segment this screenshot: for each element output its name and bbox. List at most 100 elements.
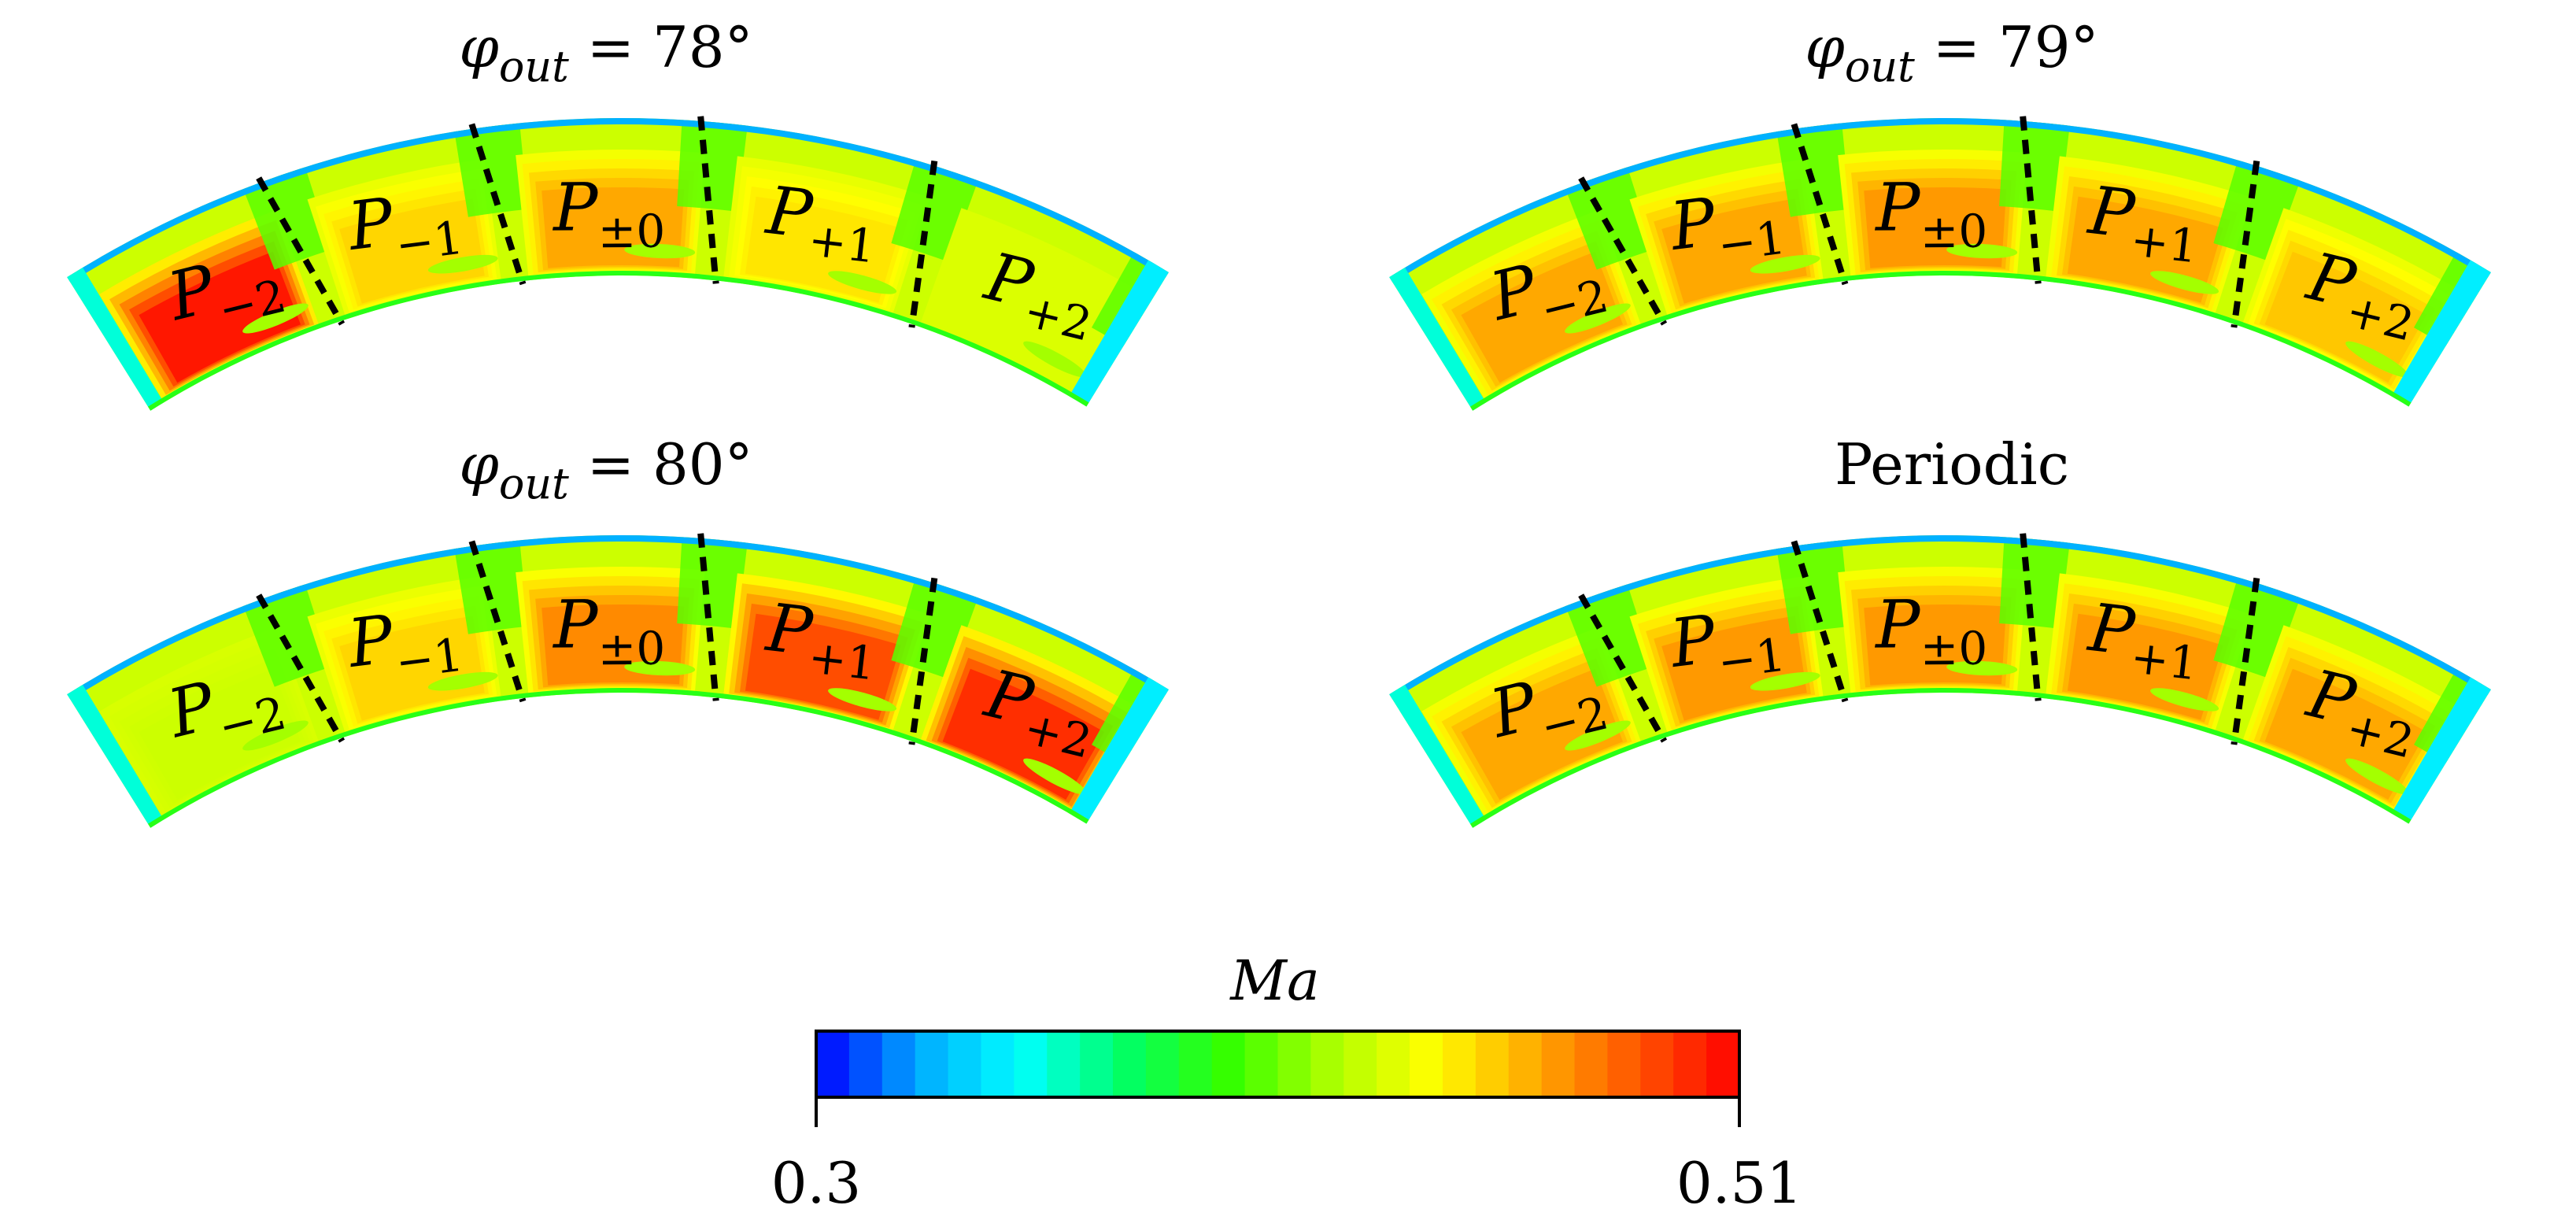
wake-streak — [2345, 758, 2408, 795]
wake-streak — [242, 303, 309, 334]
colorbar-swatch — [1574, 1031, 1609, 1097]
colorbar-swatch — [1541, 1031, 1576, 1097]
colorbar-swatch — [1607, 1031, 1641, 1097]
panel-title-value: = 80° — [569, 431, 753, 497]
panel-title-var: φ — [1805, 14, 1845, 80]
passage-label: P±0 — [1874, 586, 1988, 676]
passage-divider — [2020, 533, 2042, 701]
passage-label: P+1 — [760, 589, 883, 691]
passage-divider — [256, 176, 346, 326]
passage-divider — [1578, 593, 1668, 743]
passage-label-base: P — [342, 183, 399, 265]
contour-level — [942, 668, 1105, 800]
passage-label-base: P — [342, 600, 399, 682]
passage-label-base: P — [1874, 168, 1922, 246]
colorbar-swatch — [1145, 1031, 1180, 1097]
colorbar-swatches — [816, 1031, 1740, 1097]
colorbar-swatch — [1244, 1031, 1279, 1097]
outer-wall-layer — [1389, 535, 2491, 710]
passage-label: P−2 — [1481, 234, 1613, 348]
outer-wall-layer — [67, 118, 1169, 293]
wake-streak — [2345, 341, 2408, 378]
panel-title-sub: out — [499, 42, 569, 91]
panel-title: φout = 79° — [1805, 14, 2098, 91]
contour-level — [1461, 251, 1623, 383]
colorbar-swatch — [1211, 1031, 1246, 1097]
wake-streak — [1565, 720, 1631, 751]
passage-divider — [2230, 577, 2260, 745]
passage-label-sub: ±0 — [598, 622, 666, 676]
panel-title-var: φ — [459, 14, 499, 80]
passage-label-base: P — [552, 586, 600, 663]
passage-label: P±0 — [1874, 168, 1988, 259]
passage-label: P+1 — [760, 172, 883, 274]
passage-label: P−1 — [342, 592, 466, 695]
passage-divider — [697, 116, 719, 284]
contour-level — [1776, 538, 1850, 634]
wake-streak — [1750, 254, 1820, 274]
passage-label-sub: ±0 — [598, 205, 666, 259]
passage-divider — [1791, 123, 1849, 286]
colorbar-swatch — [1377, 1031, 1410, 1097]
wake-streak — [1946, 243, 2018, 259]
passage-divider — [256, 593, 346, 743]
passage-divider — [1791, 540, 1849, 703]
passage-label: P±0 — [552, 586, 666, 676]
colorbar-frame — [815, 1030, 1741, 1099]
panel-title-sub: out — [1845, 42, 1915, 91]
colorbar-swatch — [1047, 1031, 1081, 1097]
contour-level — [1661, 198, 1807, 304]
wake-streak — [2150, 271, 2219, 294]
contour-level — [242, 165, 332, 270]
contour-level — [339, 198, 485, 304]
passage-label-base: P — [552, 168, 600, 246]
passage-label-sub: +1 — [2128, 630, 2201, 690]
contour-level — [1999, 535, 2070, 629]
wake-streak — [828, 271, 897, 294]
colorbar-swatch — [1277, 1031, 1311, 1097]
colorbar-swatch — [1508, 1031, 1543, 1097]
contour-level — [1565, 582, 1654, 687]
wake-streak — [1565, 303, 1631, 334]
wake-streak — [427, 671, 498, 691]
passage-label: P−1 — [1665, 175, 1788, 278]
passage-label-sub: ±0 — [1920, 622, 1988, 676]
wake-streak — [828, 688, 897, 712]
passage-divider — [468, 123, 527, 286]
passage-label-sub: +1 — [806, 213, 879, 273]
passage-divider — [908, 577, 938, 745]
panel-title: φout = 80° — [459, 431, 752, 508]
colorbar-swatch — [915, 1031, 949, 1097]
colorbar-swatch — [1706, 1031, 1740, 1097]
outer-wall-layer — [1389, 118, 2491, 293]
colorbar-swatch — [1310, 1031, 1344, 1097]
contour-level — [139, 668, 301, 800]
colorbar-swatch — [1410, 1031, 1443, 1097]
outer-wall-layer — [67, 535, 1169, 710]
contour-field — [67, 535, 1169, 828]
passage-label-base: P — [1665, 183, 1721, 265]
colorbar-swatch — [816, 1031, 850, 1097]
contour-level — [242, 582, 332, 687]
passage-label: P+1 — [2083, 589, 2205, 691]
panel-title-var: φ — [459, 431, 499, 497]
passage-label-sub: +1 — [806, 630, 879, 690]
passage-label-base: P — [761, 589, 817, 671]
passage-divider — [2230, 160, 2260, 328]
colorbar-swatch — [1673, 1031, 1707, 1097]
wake-streak — [1946, 660, 2018, 676]
passage-label: P+1 — [2083, 172, 2205, 274]
contour-level — [139, 251, 301, 383]
colorbar-swatch — [881, 1031, 916, 1097]
contour-field — [67, 118, 1169, 411]
colorbar-swatch — [948, 1031, 982, 1097]
passage-label: P−1 — [1665, 592, 1788, 695]
passage-divider — [468, 540, 527, 703]
colorbar-swatch — [981, 1031, 1015, 1097]
contour-level — [2264, 251, 2427, 383]
